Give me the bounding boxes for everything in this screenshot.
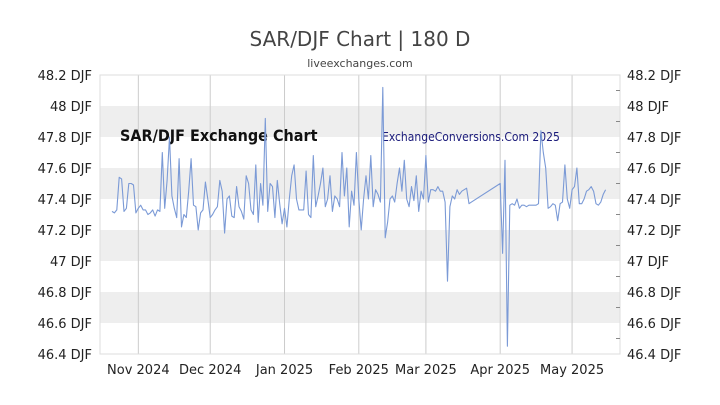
x-tick-label: Dec 2024 bbox=[179, 363, 241, 378]
y-tick-label-right: 47.8 DJF bbox=[627, 131, 681, 146]
y-tick-label: 47.4 DJF bbox=[38, 193, 92, 208]
y-tick-label: 46.6 DJF bbox=[38, 317, 92, 332]
y-tick-label-right: 46.4 DJF bbox=[627, 348, 681, 363]
y-tick-label-right: 47.2 DJF bbox=[627, 224, 681, 239]
series-line bbox=[111, 86, 607, 347]
y-tick-label: 47.8 DJF bbox=[38, 131, 92, 146]
chart-subtitle: liveexchanges.com bbox=[307, 57, 412, 70]
y-tick-label-right: 46.6 DJF bbox=[627, 317, 681, 332]
series-layer bbox=[111, 86, 607, 347]
y-tick-label: 47 DJF bbox=[50, 255, 92, 270]
y-axis-left: 48.2 DJF 48 DJF 47.8 DJF 47.6 DJF 47.4 DJF 47… bbox=[38, 69, 92, 363]
y-tick-label: 48 DJF bbox=[50, 100, 92, 115]
y-tick-label-right: 48.2 DJF bbox=[627, 69, 681, 84]
y-tick-label-right: 47 DJF bbox=[627, 255, 669, 270]
chart-title: SAR/DJF Chart | 180 D bbox=[250, 27, 471, 51]
y-tick-label: 47.6 DJF bbox=[38, 162, 92, 177]
y-tick-label-right: 46.8 DJF bbox=[627, 286, 681, 301]
grid-band bbox=[100, 292, 620, 323]
x-tick-label: Apr 2025 bbox=[470, 363, 530, 378]
y-tick-label: 47.2 DJF bbox=[38, 224, 92, 239]
x-tick-label: Nov 2024 bbox=[107, 363, 170, 378]
y-tick-label: 48.2 DJF bbox=[38, 69, 92, 84]
watermark-right: ExchangeConversions.Com 2025 bbox=[382, 130, 560, 144]
x-tick-label: May 2025 bbox=[540, 363, 604, 378]
background-bands bbox=[100, 106, 620, 323]
x-tick-label: Jan 2025 bbox=[255, 363, 313, 378]
y-tick-label-right: 48 DJF bbox=[627, 100, 669, 115]
x-axis: Nov 2024 Dec 2024 Jan 2025 Feb 2025 Mar 2025… bbox=[107, 363, 604, 378]
grid-band bbox=[100, 230, 620, 261]
watermark-left: SAR/DJF Exchange Chart bbox=[120, 126, 318, 145]
x-tick-label: Mar 2025 bbox=[395, 363, 457, 378]
y-axis-right: 48.2 DJF 48 DJF 47.8 DJF 47.6 DJF 47.4 DJF 47… bbox=[616, 69, 681, 363]
x-tick-label: Feb 2025 bbox=[329, 363, 389, 378]
y-tick-label: 46.8 DJF bbox=[38, 286, 92, 301]
grid-band bbox=[100, 106, 620, 137]
y-tick-label-right: 47.6 DJF bbox=[627, 162, 681, 177]
y-tick-label-right: 47.4 DJF bbox=[627, 193, 681, 208]
grid-band bbox=[100, 168, 620, 199]
y-tick-label: 46.4 DJF bbox=[38, 348, 92, 363]
